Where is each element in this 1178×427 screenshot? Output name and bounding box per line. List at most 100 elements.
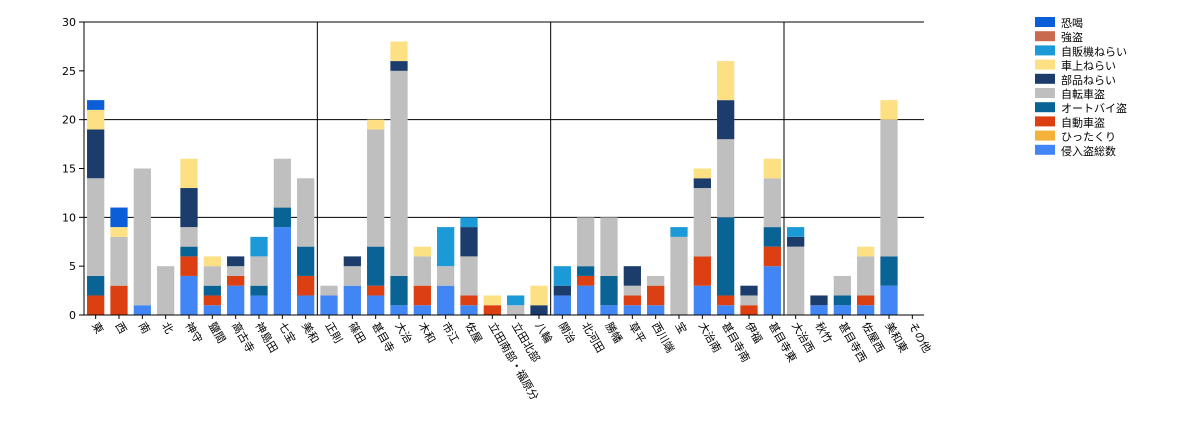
bar-segment bbox=[180, 256, 198, 276]
bar-segment bbox=[693, 188, 711, 257]
category-label: 八輪 bbox=[532, 320, 555, 346]
category-label: 北 bbox=[159, 320, 176, 336]
category-label: 市江 bbox=[439, 320, 462, 346]
bar-segment bbox=[390, 61, 408, 71]
bar-segment bbox=[367, 246, 385, 286]
legend-swatch bbox=[1035, 45, 1055, 56]
category-label: 佐屋 bbox=[462, 320, 485, 346]
bar-segment bbox=[250, 285, 268, 296]
bar-segment bbox=[157, 266, 175, 315]
bar-segment bbox=[413, 285, 431, 306]
category-label: 木和 bbox=[416, 320, 438, 346]
bar-segment bbox=[857, 246, 875, 257]
bar-segment bbox=[203, 295, 221, 306]
bar-segment bbox=[273, 227, 291, 315]
bar-segment bbox=[787, 236, 805, 247]
category-labels: 東西南北神守 鹽間 高古寺神島田七宝 美和 正則 篠田 甚目寺大治 木和 市江 佐屋 立田南部・福原… bbox=[89, 315, 933, 403]
bar-segment bbox=[763, 158, 781, 179]
bar-segment bbox=[717, 61, 735, 101]
category-label: 伊福 bbox=[742, 320, 765, 346]
bar-segment bbox=[390, 41, 408, 62]
bar-segment bbox=[483, 295, 501, 306]
bar-segment bbox=[87, 129, 105, 179]
bar-segment bbox=[717, 295, 735, 306]
bar-segment bbox=[693, 256, 711, 286]
bar-segment bbox=[693, 285, 711, 315]
legend-label: ひったくり bbox=[1061, 131, 1116, 144]
bar-segment bbox=[227, 266, 245, 276]
bar-segment bbox=[623, 266, 641, 286]
bar-segment bbox=[87, 275, 105, 296]
legend: 恐喝強盗自販機ねらい車上ねらい部品ねらい自転車盗オートバイ盗自動車盗ひったくり侵… bbox=[1035, 17, 1127, 158]
bar-segment bbox=[460, 295, 478, 306]
bar-segment bbox=[670, 227, 688, 237]
bar-segment bbox=[647, 285, 665, 306]
bar-segment bbox=[600, 275, 618, 306]
bar-segment bbox=[553, 285, 571, 296]
bar-segment bbox=[250, 256, 268, 286]
bar-segment bbox=[110, 236, 128, 286]
bar-segment bbox=[833, 305, 851, 315]
category-label: 開治 bbox=[556, 320, 579, 346]
legend-label: 強盗 bbox=[1061, 31, 1083, 44]
legend-label: 恐喝 bbox=[1061, 17, 1083, 30]
bar-segment bbox=[273, 158, 291, 208]
bar-segment bbox=[530, 305, 548, 315]
category-label: 正則 bbox=[322, 320, 344, 346]
bar-segment bbox=[763, 227, 781, 247]
bars-layer bbox=[87, 41, 898, 315]
y-tick-labels: 0 5 10 15 20 25 30 bbox=[62, 16, 84, 322]
bar-segment bbox=[133, 305, 151, 315]
bar-segment bbox=[693, 178, 711, 189]
bar-segment bbox=[110, 227, 128, 237]
category-label: 南 bbox=[136, 320, 153, 336]
bar-segment bbox=[203, 305, 221, 315]
bar-segment bbox=[577, 275, 595, 286]
bar-segment bbox=[343, 256, 361, 267]
bar-segment bbox=[437, 266, 455, 286]
y-tick-label: 0 bbox=[69, 309, 76, 322]
legend-swatch bbox=[1035, 116, 1055, 127]
y-tick-label: 10 bbox=[62, 211, 76, 224]
bar-segment bbox=[857, 256, 875, 296]
bar-segment bbox=[880, 256, 898, 286]
bar-segment bbox=[413, 305, 431, 315]
y-tick-label: 15 bbox=[62, 163, 76, 176]
bar-segment bbox=[460, 217, 478, 228]
y-tick-label: 30 bbox=[62, 16, 76, 29]
y-tick-label: 25 bbox=[62, 65, 76, 78]
bar-segment bbox=[110, 285, 128, 315]
bar-segment bbox=[367, 285, 385, 296]
category-label: その他 bbox=[906, 320, 934, 355]
bar-segment bbox=[460, 256, 478, 296]
legend-swatch bbox=[1035, 88, 1055, 98]
bar-segment bbox=[273, 207, 291, 228]
category-label: 鹽間 bbox=[206, 320, 229, 346]
bar-segment bbox=[87, 100, 105, 110]
category-label: 秋竹 bbox=[812, 320, 835, 346]
bar-segment bbox=[87, 178, 105, 276]
category-label: 草平 bbox=[626, 320, 648, 346]
bar-segment bbox=[367, 129, 385, 247]
bar-segment bbox=[577, 285, 595, 315]
bar-segment bbox=[250, 236, 268, 257]
bar-segment bbox=[763, 246, 781, 267]
legend-swatch bbox=[1035, 31, 1055, 42]
bar-segment bbox=[297, 295, 315, 315]
category-label: 西 bbox=[112, 320, 129, 336]
bar-segment bbox=[833, 275, 851, 296]
bar-segment bbox=[227, 256, 245, 267]
bar-segment bbox=[87, 295, 105, 315]
bar-segment bbox=[367, 295, 385, 315]
category-label: 大治 bbox=[392, 320, 415, 346]
bar-segment bbox=[343, 266, 361, 286]
bar-segment bbox=[203, 256, 221, 267]
bar-segment bbox=[227, 275, 245, 286]
bar-segment bbox=[623, 285, 641, 296]
legend-label: オートバイ盗 bbox=[1061, 102, 1127, 115]
grid-layer bbox=[84, 21, 924, 315]
bar-segment bbox=[880, 100, 898, 120]
bar-segment bbox=[787, 246, 805, 315]
bar-segment bbox=[180, 188, 198, 228]
